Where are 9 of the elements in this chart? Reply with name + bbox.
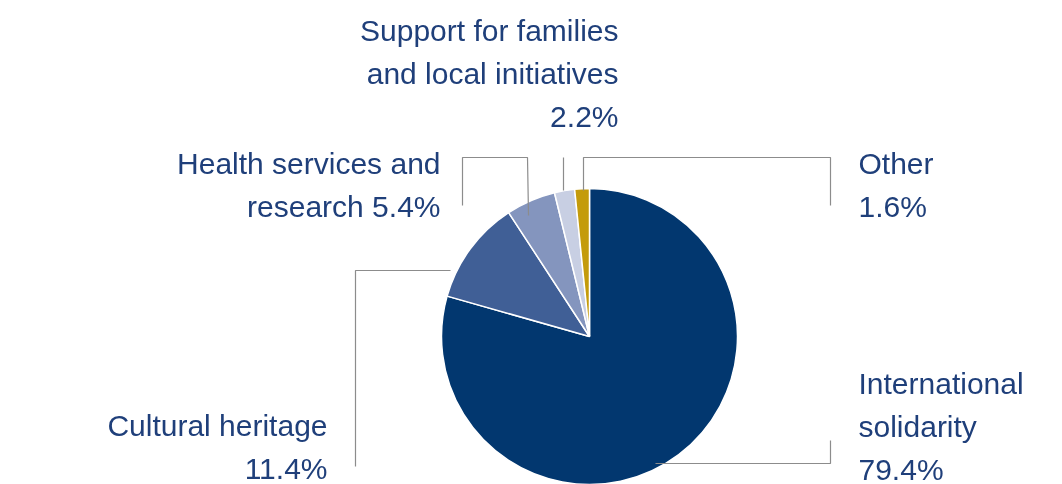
data-label: 2.2%: [550, 100, 619, 133]
data-label: 1.6%: [858, 190, 927, 223]
slice-label: Health services and research 5.4%: [177, 147, 441, 223]
slice-label: Cultural heritage: [107, 409, 328, 442]
slice-label: Support for families and local initiatives: [360, 14, 619, 90]
data-label: 79.4%: [858, 453, 944, 484]
slice-label: Other: [858, 147, 934, 180]
slice-label: International solidarity: [858, 367, 1024, 443]
data-label: 11.4%: [244, 452, 328, 484]
